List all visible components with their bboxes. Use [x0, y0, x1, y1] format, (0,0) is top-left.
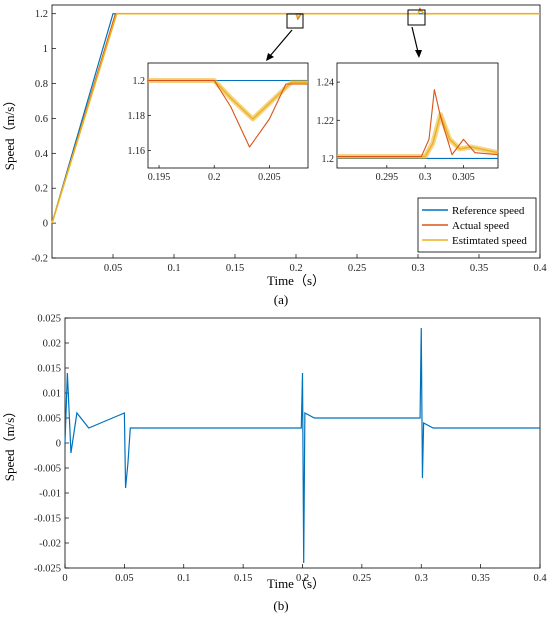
- panel-b-ytick-label: -0.025: [34, 564, 61, 575]
- panel-a-xtick-label: 0.05: [104, 263, 122, 274]
- panel-b-xtick-label: 0.2: [296, 573, 309, 584]
- panel-a-ytick-label: 0: [43, 219, 48, 230]
- panel-b-xtick-label: 0.1: [177, 573, 190, 584]
- panel-b-series: [64, 327, 540, 564]
- panel-a-xtick-label: 0.4: [533, 263, 547, 274]
- zoom-arrow-1-head: [266, 53, 274, 61]
- panel-b-ytick-label: 0.025: [37, 314, 61, 325]
- panel-a-axes: 0.05 0.1 0.15 0.2 0.25 0.3 0.35 0.4 -0.2 0 0.2 0.4 0…: [31, 9, 547, 274]
- legend-label-reference: Reference speed: [452, 205, 525, 217]
- zoom-arrow-2: [411, 26, 419, 53]
- inset-2-xtick-label: 0.295: [376, 172, 399, 183]
- panel-a-ytick-label: 1.2: [35, 9, 48, 20]
- panel-b-xtick-label: 0: [62, 573, 67, 584]
- panel-a-ytick-label: 0.4: [35, 149, 49, 160]
- panel-b-ytick-label: -0.005: [34, 464, 61, 475]
- legend-label-estimated: Estimtated speed: [452, 235, 527, 247]
- inset-2-xtick-label: 0.3: [419, 172, 432, 183]
- inset-1-ytick-label: 1.16: [128, 146, 146, 157]
- panel-a: 0.05 0.1 0.15 0.2 0.25 0.3 0.35 0.4 -0.2 0 0.2 0.4 0…: [2, 4, 547, 307]
- panel-b-ytick-label: 0: [56, 439, 61, 450]
- inset-1-ytick-label: 1.18: [128, 111, 146, 122]
- inset-2-ytick-label: 1.22: [317, 116, 335, 127]
- inset-2-actual-line: [337, 89, 499, 158]
- inset-1-xtick-label: 0.205: [258, 172, 281, 183]
- inset-2: 0.295 0.3 0.305 1.2 1.22 1.24: [317, 62, 499, 183]
- panel-b-ytick-label: -0.015: [34, 514, 61, 525]
- inset-1-ytick-label: 1.2: [133, 76, 146, 87]
- legend: Reference speed Actual speed Estimtated …: [417, 197, 537, 253]
- inset-1: 0.195 0.2 0.205 1.16 1.18 1.2: [128, 62, 309, 183]
- panel-b-xtick-label: 0.15: [234, 573, 252, 584]
- panel-b: 0 0.05 0.1 0.15 0.2 0.25 0.3 0.35 0.4 -0.025 -0.02…: [2, 314, 547, 614]
- inset-2-xtick-label: 0.305: [452, 172, 475, 183]
- panel-a-xlabel: Time（s）: [267, 273, 325, 288]
- panel-b-axes: 0 0.05 0.1 0.15 0.2 0.25 0.3 0.35 0.4 -0.025 -0.02…: [34, 314, 547, 585]
- inset-2-ytick-label: 1.2: [322, 154, 335, 165]
- panel-b-ytick-label: -0.02: [39, 539, 61, 550]
- panel-b-xtick-label: 0.05: [115, 573, 133, 584]
- panel-b-ylabel: Speed（m/s）: [2, 405, 17, 482]
- panel-b-xtick-label: 0.4: [533, 573, 547, 584]
- panel-b-xtick-label: 0.25: [353, 573, 371, 584]
- panel-a-xtick-label: 0.1: [167, 263, 180, 274]
- zoom-arrow-1: [269, 29, 293, 57]
- inset-2-plot-area: [336, 62, 499, 169]
- panel-a-xtick-label: 0.2: [289, 263, 302, 274]
- panel-a-xtick-label: 0.3: [411, 263, 424, 274]
- panel-b-caption: (b): [273, 598, 288, 613]
- panel-b-ytick-label: 0.01: [43, 389, 61, 400]
- panel-a-xtick-label: 0.15: [226, 263, 244, 274]
- panel-a-ylabel: Speed（m/s）: [2, 94, 17, 171]
- panel-b-xtick-label: 0.35: [471, 573, 489, 584]
- panel-a-ytick-label: 0.8: [35, 79, 48, 90]
- panel-a-xtick-label: 0.25: [348, 263, 366, 274]
- inset-2-ytick-label: 1.24: [317, 78, 335, 89]
- panel-a-caption: (a): [274, 292, 288, 307]
- panel-b-ytick-label: 0.02: [43, 339, 61, 350]
- inset-2-estimated-line: [337, 113, 499, 158]
- zoom-arrow-2-head: [415, 50, 422, 58]
- zoom-box-2: [407, 9, 426, 26]
- series-speed-error: [64, 327, 540, 564]
- panel-a-ytick-label: 1: [43, 44, 48, 55]
- panel-b-xtick-label: 0.3: [415, 573, 428, 584]
- panel-b-ytick-label: -0.01: [39, 489, 61, 500]
- panel-a-ytick-label: -0.2: [31, 254, 48, 265]
- panel-a-xtick-label: 0.35: [470, 263, 488, 274]
- panel-a-ytick-label: 0.2: [35, 184, 48, 195]
- panel-b-ytick-label: 0.005: [37, 414, 61, 425]
- inset-1-xtick-label: 0.195: [148, 172, 171, 183]
- inset-1-xtick-label: 0.2: [208, 172, 221, 183]
- panel-b-xlabel: Time（s）: [267, 576, 325, 591]
- inset-1-actual-line: [148, 79, 308, 148]
- panel-a-ytick-label: 0.6: [35, 114, 48, 125]
- legend-label-actual: Actual speed: [452, 220, 510, 232]
- panel-b-ytick-label: 0.015: [37, 364, 61, 375]
- zoom-box-1: [286, 13, 304, 29]
